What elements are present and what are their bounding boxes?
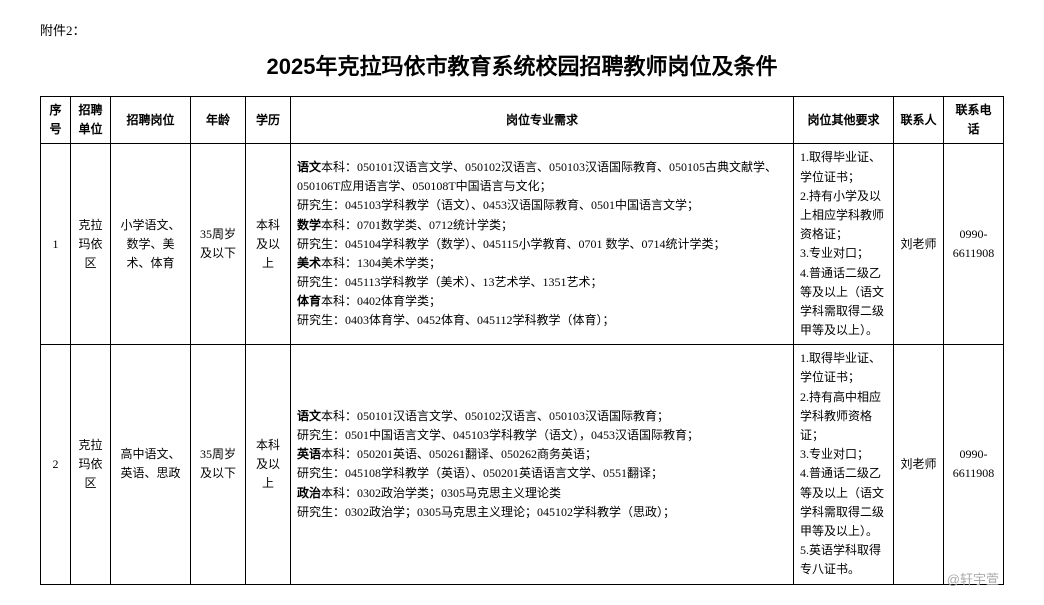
cell-other: 1.取得毕业证、学位证书；2.持有高中相应学科教师资格证；3.专业对口；4.普通… xyxy=(794,345,894,584)
cell-contact: 刘老师 xyxy=(894,144,944,345)
header-contact: 联系人 xyxy=(894,97,944,144)
attachment-label: 附件2： xyxy=(40,20,1004,39)
cell-edu: 本科及以上 xyxy=(246,144,291,345)
cell-age: 35周岁及以下 xyxy=(191,345,246,584)
cell-unit: 克拉玛依区 xyxy=(71,144,111,345)
table-row: 2 克拉玛依区 高中语文、英语、思政 35周岁及以下 本科及以上 语文本科：05… xyxy=(41,345,1004,584)
header-phone: 联系电话 xyxy=(944,97,1004,144)
table-row: 1 克拉玛依区 小学语文、数学、美术、体育 35周岁及以下 本科及以上 语文本科… xyxy=(41,144,1004,345)
recruitment-table: 序号 招聘单位 招聘岗位 年龄 学历 岗位专业需求 岗位其他要求 联系人 联系电… xyxy=(40,96,1004,585)
table-header-row: 序号 招聘单位 招聘岗位 年龄 学历 岗位专业需求 岗位其他要求 联系人 联系电… xyxy=(41,97,1004,144)
cell-idx: 1 xyxy=(41,144,71,345)
header-age: 年龄 xyxy=(191,97,246,144)
header-idx: 序号 xyxy=(41,97,71,144)
header-edu: 学历 xyxy=(246,97,291,144)
cell-major: 语文本科：050101汉语言文学、050102汉语言、050103汉语国际教育；… xyxy=(291,345,794,584)
cell-unit: 克拉玛依区 xyxy=(71,345,111,584)
cell-post: 小学语文、数学、美术、体育 xyxy=(111,144,191,345)
header-other: 岗位其他要求 xyxy=(794,97,894,144)
cell-phone: 0990-6611908 xyxy=(944,144,1004,345)
watermark: @轩宇萱 xyxy=(947,569,999,588)
cell-edu: 本科及以上 xyxy=(246,345,291,584)
cell-post: 高中语文、英语、思政 xyxy=(111,345,191,584)
cell-contact: 刘老师 xyxy=(894,345,944,584)
cell-phone: 0990-6611908 xyxy=(944,345,1004,584)
cell-age: 35周岁及以下 xyxy=(191,144,246,345)
header-post: 招聘岗位 xyxy=(111,97,191,144)
cell-other: 1.取得毕业证、学位证书；2.持有小学及以上相应学科教师资格证；3.专业对口；4… xyxy=(794,144,894,345)
header-unit: 招聘单位 xyxy=(71,97,111,144)
header-major: 岗位专业需求 xyxy=(291,97,794,144)
page-title: 2025年克拉玛依市教育系统校园招聘教师岗位及条件 xyxy=(40,49,1004,81)
cell-idx: 2 xyxy=(41,345,71,584)
cell-major: 语文本科：050101汉语言文学、050102汉语言、050103汉语国际教育、… xyxy=(291,144,794,345)
